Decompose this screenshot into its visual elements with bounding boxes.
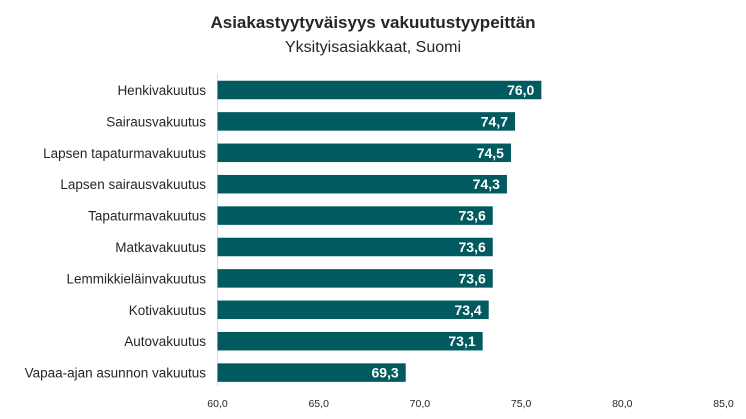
- data-label: 74,3: [473, 176, 500, 192]
- data-label: 73,4: [454, 302, 481, 318]
- x-tick-label: 70,0: [410, 398, 431, 410]
- bar: [217, 80, 542, 100]
- bar: [217, 143, 511, 163]
- bar: [217, 363, 406, 382]
- data-label: 73,6: [459, 270, 486, 286]
- data-label: 73,6: [459, 208, 486, 224]
- category-label: Kotivakuutus: [129, 303, 207, 318]
- category-label: Lapsen tapaturmavakuutus: [43, 146, 206, 161]
- x-tick-label: 65,0: [308, 398, 329, 410]
- data-label: 73,6: [459, 239, 486, 255]
- bar: [217, 331, 483, 351]
- data-label: 76,0: [507, 82, 534, 98]
- x-tick-label: 85,0: [713, 398, 734, 410]
- bar: [217, 237, 493, 257]
- x-tick-label: 60,0: [207, 398, 228, 410]
- category-label: Vapaa-ajan asunnon vakuutus: [25, 366, 207, 381]
- data-label: 74,7: [481, 113, 508, 129]
- data-label: 74,5: [477, 145, 504, 161]
- bar: [217, 112, 516, 131]
- category-label: Tapaturmavakuutus: [88, 209, 206, 224]
- x-tick-label: 75,0: [511, 398, 532, 410]
- category-label: Henkivakuutus: [117, 83, 206, 98]
- chart-title: Asiakastyytyväisyys vakuutustyypeittän: [210, 13, 535, 32]
- bar: [217, 174, 507, 194]
- x-tick-label: 80,0: [612, 398, 633, 410]
- category-label: Sairausvakuutus: [106, 114, 206, 129]
- bar: [217, 300, 489, 320]
- data-label: 69,3: [371, 365, 398, 381]
- category-label: Lapsen sairausvakuutus: [60, 177, 206, 192]
- chart-subtitle: Yksityisasiakkaat, Suomi: [285, 39, 461, 56]
- data-label: 73,1: [448, 333, 475, 349]
- bar: [217, 269, 493, 288]
- bar: [217, 206, 493, 225]
- category-label: Lemmikkieläinvakuutus: [66, 271, 206, 286]
- category-label: Autovakuutus: [124, 334, 206, 349]
- category-label: Matkavakuutus: [115, 240, 206, 255]
